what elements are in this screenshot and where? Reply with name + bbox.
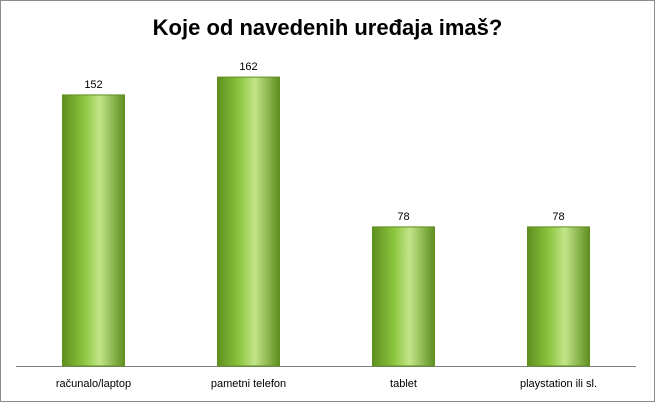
category-label-3: playstation ili sl.	[520, 378, 597, 390]
bar-0	[62, 94, 125, 367]
value-label-3: 78	[552, 211, 564, 223]
value-label-0: 152	[84, 79, 102, 91]
bar-1	[217, 76, 280, 367]
chart-title: Koje od navedenih uređaja imaš?	[152, 15, 503, 40]
bar-2	[372, 226, 435, 367]
value-label-2: 78	[397, 211, 409, 223]
category-label-0: računalo/laptop	[56, 378, 131, 390]
value-label-1: 162	[239, 61, 257, 73]
category-label-1: pametni telefon	[211, 378, 286, 390]
category-label-2: tablet	[390, 378, 417, 390]
bar-3	[527, 226, 590, 367]
